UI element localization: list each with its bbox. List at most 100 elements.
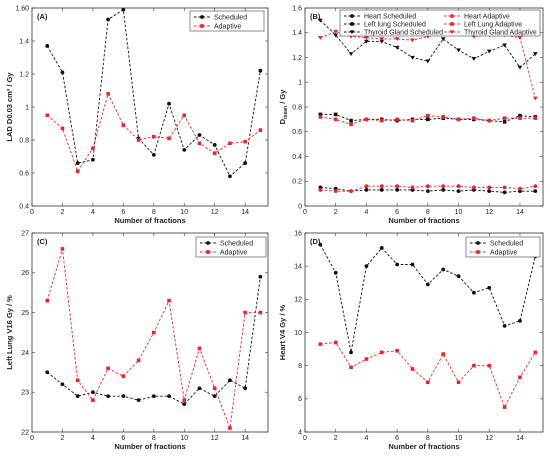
x-tick-label: 6: [121, 435, 125, 442]
data-point: [228, 174, 232, 179]
data-point: [349, 350, 353, 355]
data-point: [91, 146, 95, 151]
y-axis-label-sub: mean: [283, 106, 289, 119]
data-point: [379, 184, 384, 189]
data-point: [518, 318, 522, 323]
series-line-0: [319, 244, 536, 353]
data-point: [243, 386, 248, 391]
y-tick-label: 8: [298, 363, 302, 370]
series-line-1: [46, 248, 261, 429]
data-point: [502, 185, 507, 190]
data-point: [410, 262, 415, 267]
data-point: [379, 39, 385, 44]
plot-frame: [31, 7, 269, 207]
data-point: [243, 161, 248, 166]
series-line-0: [46, 8, 261, 178]
data-point: [333, 117, 338, 122]
x-tick-label: 8: [426, 435, 430, 442]
data-point: [75, 161, 80, 166]
data-point: [228, 378, 232, 383]
data-point: [502, 120, 507, 124]
data-point: [364, 188, 369, 192]
data-point: [517, 65, 523, 70]
data-point: [182, 402, 187, 407]
x-tick-label: 6: [395, 435, 399, 442]
y-tick-label: 1: [298, 80, 302, 87]
y-tick-label: 0.8: [292, 104, 302, 111]
data-point: [410, 38, 415, 43]
data-point: [243, 139, 247, 144]
data-point: [91, 157, 95, 162]
y-tick-label: 14: [294, 264, 302, 271]
data-point: [394, 45, 400, 50]
legend-marker: [449, 30, 455, 35]
data-point: [167, 101, 171, 106]
data-point: [425, 184, 430, 189]
legend-marker: [476, 250, 480, 254]
y-tick-label: 6: [298, 396, 302, 403]
plot-frame: [31, 232, 269, 433]
data-point: [502, 190, 507, 195]
data-point: [167, 394, 171, 399]
y-tick-label: 1.2: [19, 71, 29, 78]
data-point: [533, 184, 538, 189]
data-point: [121, 123, 126, 127]
data-point: [333, 112, 338, 117]
panel-label: (A): [37, 12, 48, 21]
legend-label: Left lung Scheduled: [364, 21, 426, 28]
x-tick-label: 0: [303, 209, 307, 216]
data-point: [317, 36, 323, 40]
data-point: [425, 59, 431, 64]
x-tick-label: 4: [91, 435, 95, 442]
y-tick-label: 0.6: [292, 129, 302, 136]
data-point: [258, 274, 263, 279]
data-point: [487, 118, 492, 123]
legend-marker: [206, 250, 210, 254]
data-point: [518, 186, 522, 191]
data-point: [472, 363, 476, 368]
legend-label: Scheduled: [490, 240, 523, 247]
data-point: [364, 117, 369, 122]
y-tick-label: 4: [298, 429, 302, 436]
data-point: [364, 264, 369, 269]
x-tick-label: 4: [364, 435, 368, 442]
data-point: [456, 184, 461, 189]
series-line-0: [46, 276, 261, 405]
data-point: [317, 18, 323, 23]
x-tick-label: 14: [516, 435, 524, 442]
legend-label: Adaptive: [214, 23, 241, 30]
data-point: [45, 370, 50, 375]
y-tick-label: 24: [21, 350, 29, 357]
data-point: [333, 270, 338, 275]
data-point: [518, 375, 522, 380]
data-point: [533, 189, 538, 194]
y-tick-label: 0: [298, 203, 302, 210]
data-point: [364, 184, 369, 189]
y-tick-label: 0.2: [292, 179, 302, 186]
data-point: [152, 330, 156, 335]
data-point: [533, 116, 538, 120]
data-point: [517, 36, 523, 40]
data-point: [197, 386, 202, 391]
x-tick-label: 0: [30, 435, 34, 442]
legend-label: Left Lung Adaptive: [464, 21, 522, 28]
x-tick-label: 0: [303, 435, 307, 442]
data-point: [152, 134, 156, 139]
data-point: [487, 189, 492, 194]
data-point: [349, 365, 353, 370]
x-tick-label: 6: [121, 209, 125, 216]
data-point: [167, 136, 171, 141]
series-line-2: [320, 113, 536, 123]
legend-marker: [349, 30, 355, 35]
data-point: [318, 188, 323, 192]
data-point: [45, 113, 50, 118]
y-tick-label: 12: [294, 297, 302, 304]
data-point: [456, 189, 461, 194]
data-point: [349, 122, 353, 127]
data-point: [441, 352, 445, 356]
legend-label: Heart Adaptive: [464, 13, 510, 20]
x-tick-label: 12: [211, 209, 219, 216]
data-point: [471, 57, 477, 61]
data-point: [182, 113, 187, 118]
